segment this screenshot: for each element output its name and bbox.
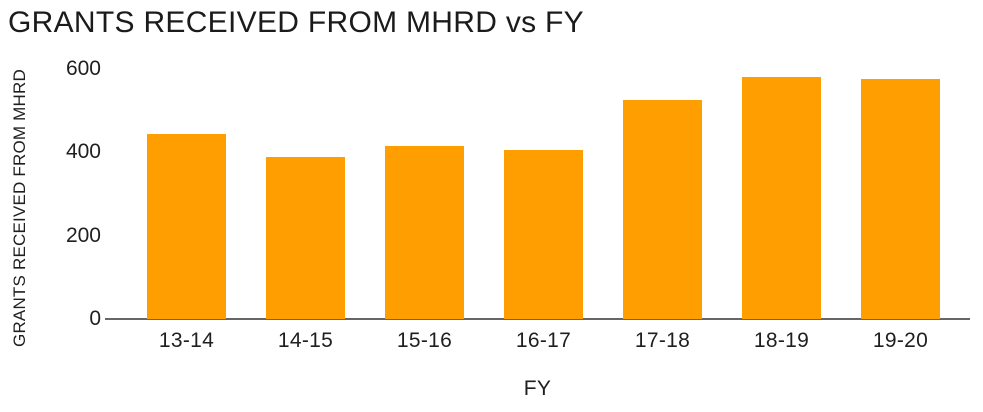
- bar-19-20[interactable]: [861, 79, 940, 319]
- x-tick-label: 19-20: [872, 329, 929, 352]
- x-axis-title: FY: [523, 377, 552, 400]
- x-tick-label: 14-15: [277, 329, 334, 352]
- bar-16-17[interactable]: [504, 150, 583, 319]
- bar-14-15[interactable]: [266, 156, 345, 319]
- bar-17-18[interactable]: [623, 100, 702, 319]
- x-axis-line: [105, 318, 970, 320]
- y-tick-label: 200: [65, 223, 101, 247]
- x-tick-label: 15-16: [396, 329, 453, 352]
- bar-13-14[interactable]: [147, 133, 226, 319]
- x-tick-label: 18-19: [753, 329, 810, 352]
- y-tick-label: 600: [65, 57, 101, 80]
- x-tick-label: 13-14: [158, 329, 215, 352]
- x-tick-label: 16-17: [515, 329, 572, 352]
- x-tick-label: 17-18: [634, 329, 691, 352]
- chart-title: GRANTS RECEIVED FROM MHRD vs FY: [8, 6, 584, 39]
- y-tick-label: 400: [65, 140, 101, 164]
- bar-18-19[interactable]: [742, 77, 821, 319]
- bar-15-16[interactable]: [385, 146, 464, 319]
- y-tick-label: 0: [89, 307, 101, 330]
- y-axis-title: GRANTS RECEIVED FROM MHRD: [10, 69, 29, 347]
